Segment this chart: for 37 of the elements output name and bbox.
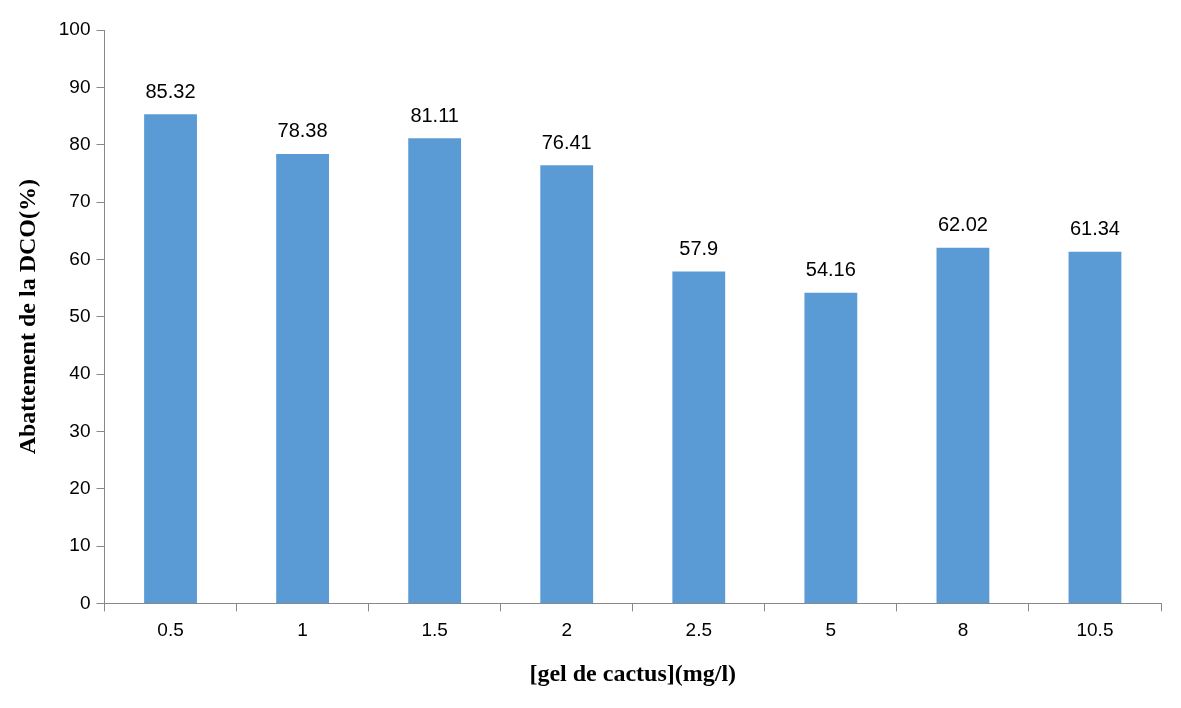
y-tick-label: 90 — [69, 75, 91, 97]
bar — [408, 138, 462, 603]
data-label: 62.02 — [937, 213, 988, 236]
x-tick-label: 8 — [957, 619, 969, 641]
data-label: 76.41 — [541, 130, 592, 153]
x-tick-label: 1.5 — [421, 619, 448, 641]
x-tick-label: 10.5 — [1076, 619, 1114, 641]
data-label: 61.34 — [1069, 217, 1120, 240]
y-tick-label: 60 — [69, 247, 91, 269]
bar — [540, 165, 594, 603]
y-tick-label: 20 — [69, 476, 91, 498]
bar — [144, 114, 197, 603]
bar — [936, 247, 990, 603]
x-axis-title: [gel de cactus](mg/l) — [529, 659, 737, 686]
bar — [804, 292, 858, 603]
x-tick-label: 2 — [561, 619, 573, 641]
bar — [1068, 251, 1122, 603]
x-tick-label: 0.5 — [157, 619, 184, 641]
y-tick-label: 40 — [69, 362, 91, 384]
data-label: 85.32 — [145, 79, 196, 102]
y-tick-label: 30 — [69, 419, 91, 441]
x-tick-label: 5 — [825, 619, 837, 641]
y-tick-label: 0 — [79, 591, 91, 613]
bar — [672, 271, 726, 603]
bar — [276, 153, 330, 603]
x-tick-label: 1 — [297, 619, 308, 641]
y-tick-label: 50 — [69, 304, 91, 326]
data-label: 57.9 — [679, 236, 719, 259]
y-tick-label: 70 — [69, 190, 91, 212]
y-tick-label: 80 — [69, 132, 91, 154]
data-label: 54.16 — [805, 258, 856, 281]
y-tick-label: 10 — [69, 534, 91, 556]
y-axis-title: Abattement de la DCO(%) — [13, 179, 40, 455]
data-label: 81.11 — [410, 103, 459, 126]
y-tick-label: 100 — [58, 18, 91, 40]
data-label: 78.38 — [277, 119, 328, 142]
x-tick-label: 2.5 — [685, 619, 712, 641]
